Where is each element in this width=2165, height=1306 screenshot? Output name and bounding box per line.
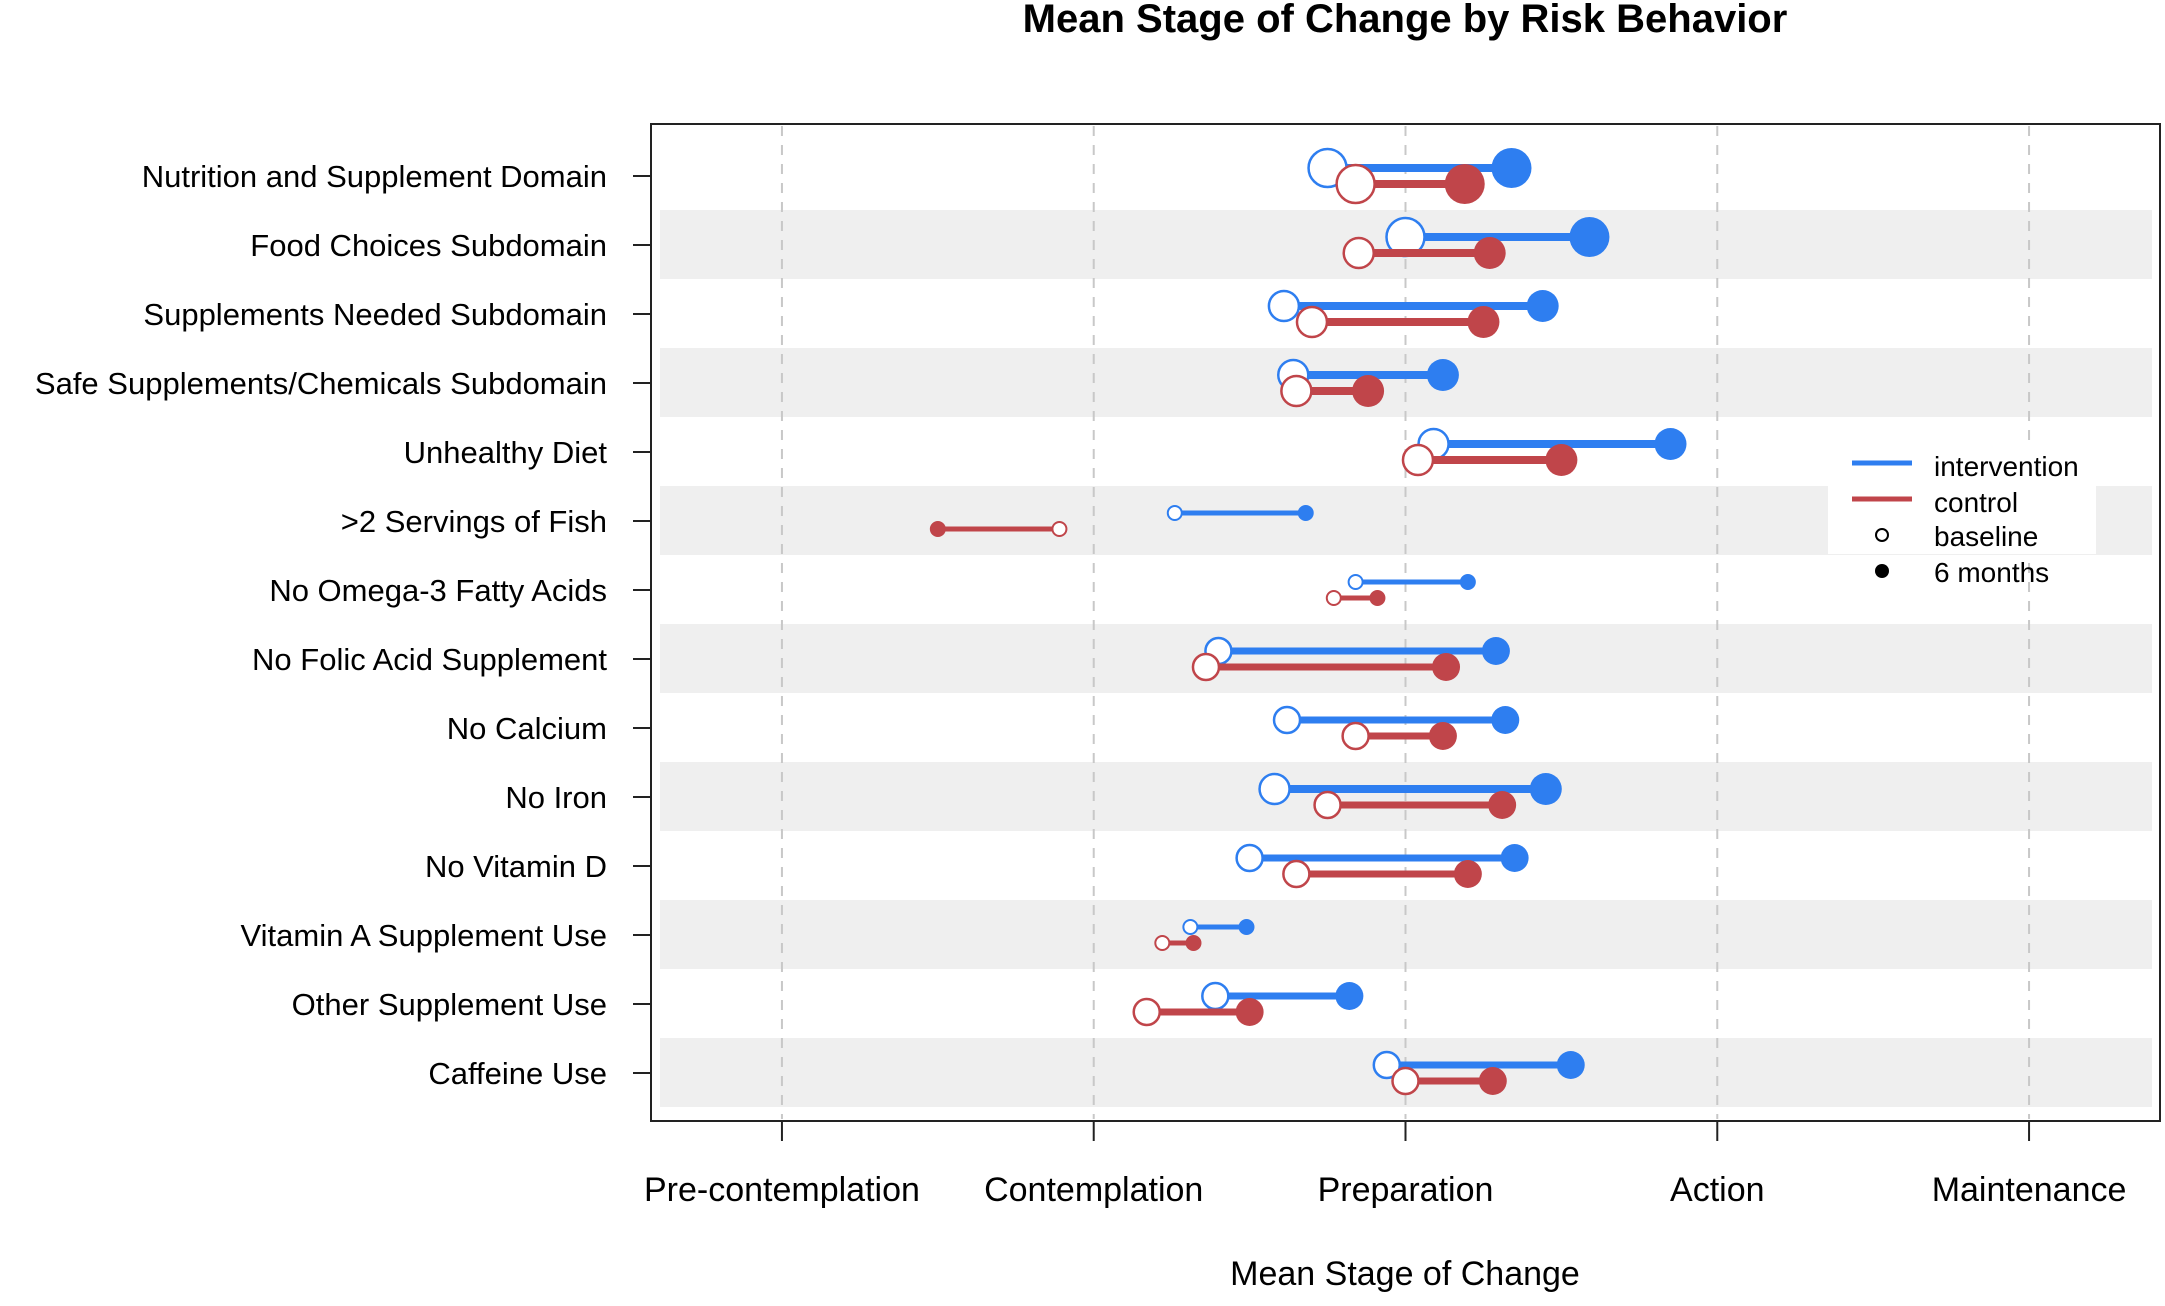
- intervention-baseline-point: [1267, 289, 1301, 323]
- legend-baseline-marker: [1875, 528, 1889, 542]
- y-tick-label: No Omega-3 Fatty Acids: [269, 573, 607, 608]
- control-baseline-point: [1051, 521, 1068, 537]
- x-tick-label: Contemplation: [984, 1171, 1203, 1209]
- x-tick-label: Preparation: [1318, 1171, 1494, 1209]
- chart-title: Mean Stage of Change by Risk Behavior: [1023, 0, 1788, 41]
- grid-lines: [780, 126, 2031, 1119]
- intervention-six-months-point: [1526, 290, 1559, 322]
- y-tick-label: Caffeine Use: [428, 1056, 607, 1091]
- intervention-six-months-point: [1297, 505, 1314, 521]
- control-baseline-point: [1154, 935, 1171, 951]
- intervention-baseline-point: [1372, 1050, 1402, 1080]
- intervention-baseline-point: [1347, 574, 1364, 590]
- intervention-six-months-point: [1569, 217, 1610, 257]
- intervention-six-months-point: [1500, 844, 1529, 872]
- control-six-months-point: [1369, 590, 1386, 606]
- control-baseline-point: [1295, 305, 1329, 339]
- y-tick-label: Nutrition and Supplement Domain: [142, 159, 607, 194]
- legend-six-months-label: 6 months: [1934, 557, 2049, 588]
- control-baseline-point: [1341, 721, 1370, 751]
- legend-control-label: control: [1934, 487, 2018, 518]
- legend-baseline-label: baseline: [1934, 521, 2038, 552]
- intervention-six-months-point: [1491, 706, 1520, 734]
- legend-intervention-label: intervention: [1934, 451, 2079, 482]
- control-six-months-point: [1352, 375, 1385, 407]
- intervention-six-months-point: [1529, 773, 1562, 805]
- y-tick-label: No Calcium: [447, 711, 607, 746]
- x-tick-label: Action: [1670, 1171, 1765, 1209]
- control-six-months-point: [1235, 998, 1264, 1026]
- intervention-baseline-point: [1272, 705, 1302, 735]
- control-six-months-point: [929, 521, 946, 537]
- control-baseline-point: [1335, 163, 1376, 205]
- intervention-six-months-point: [1426, 359, 1459, 391]
- intervention-baseline-point: [1166, 505, 1183, 521]
- control-baseline-point: [1282, 859, 1311, 889]
- y-tick-label: Unhealthy Diet: [404, 435, 608, 470]
- control-six-months-point: [1444, 164, 1485, 204]
- control-six-months-point: [1467, 306, 1500, 338]
- intervention-baseline-point: [1258, 772, 1291, 806]
- y-tick-label: Vitamin A Supplement Use: [241, 918, 607, 953]
- legend-six-months-marker: [1875, 564, 1889, 578]
- y-tick-label: Safe Supplements/Chemicals Subdomain: [35, 366, 607, 401]
- intervention-baseline-point: [1201, 981, 1230, 1011]
- y-tick-label: No Folic Acid Supplement: [252, 642, 607, 677]
- intervention-six-months-point: [1238, 919, 1255, 935]
- control-six-months-point: [1488, 791, 1517, 819]
- intervention-six-months-point: [1335, 982, 1364, 1010]
- control-six-months-point: [1432, 653, 1461, 681]
- x-tick-label: Pre-contemplation: [644, 1171, 920, 1209]
- intervention-baseline-point: [1182, 919, 1199, 935]
- data-marks: [929, 147, 1687, 1096]
- y-axis: Nutrition and Supplement Domain Food Choi…: [35, 159, 651, 1091]
- intervention-six-months-point: [1556, 1051, 1585, 1079]
- intervention-six-months-point: [1459, 574, 1476, 590]
- intervention-six-months-point: [1491, 148, 1532, 188]
- control-baseline-point: [1191, 652, 1221, 682]
- intervention-baseline-point: [1235, 843, 1264, 873]
- control-baseline-point: [1342, 236, 1375, 270]
- control-six-months-point: [1453, 860, 1482, 888]
- control-baseline-point: [1325, 590, 1342, 606]
- y-tick-label: >2 Servings of Fish: [341, 504, 607, 539]
- x-axis-label: Mean Stage of Change: [1230, 1255, 1580, 1293]
- intervention-six-months-point: [1481, 637, 1510, 665]
- control-baseline-point: [1132, 997, 1161, 1027]
- intervention-six-months-point: [1654, 428, 1687, 460]
- y-tick-label: Other Supplement Use: [292, 987, 607, 1022]
- control-baseline-point: [1391, 1066, 1420, 1096]
- control-baseline-point: [1401, 443, 1435, 477]
- y-tick-label: Food Choices Subdomain: [250, 228, 607, 263]
- y-tick-label: No Iron: [505, 780, 607, 815]
- control-six-months-point: [1428, 722, 1457, 750]
- x-axis: Pre-contemplation Contemplation Preparatio…: [644, 1121, 2126, 1209]
- control-baseline-point: [1313, 790, 1342, 820]
- control-baseline-point: [1280, 374, 1313, 408]
- control-six-months-point: [1545, 444, 1578, 476]
- x-tick-label: Maintenance: [1932, 1171, 2127, 1209]
- control-six-months-point: [1473, 237, 1506, 269]
- control-six-months-point: [1478, 1067, 1507, 1095]
- y-tick-label: No Vitamin D: [425, 849, 607, 884]
- y-tick-label: Supplements Needed Subdomain: [143, 297, 607, 332]
- control-six-months-point: [1185, 935, 1202, 951]
